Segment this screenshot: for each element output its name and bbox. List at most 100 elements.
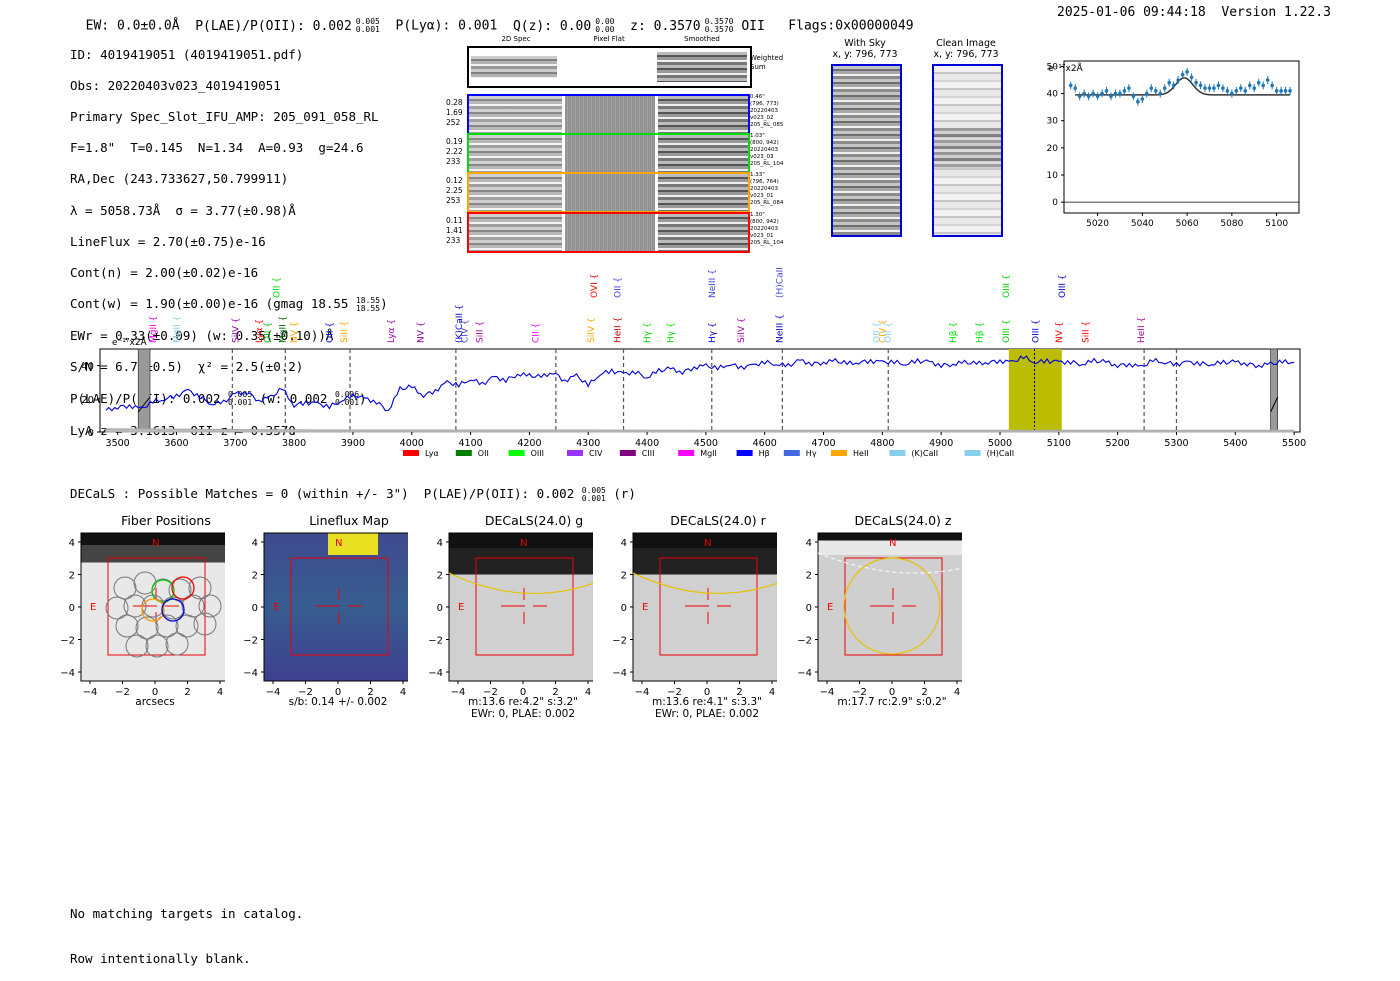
legend-label: (K)CaII: [911, 449, 938, 458]
decals-y-tick-label: 4: [621, 538, 627, 549]
line-id-label: OIII {: [1002, 274, 1012, 298]
decals-y-tick-label: −2: [612, 636, 627, 647]
zoom-data-point: [1274, 89, 1279, 93]
zoom-data-point: [1104, 89, 1109, 93]
decals-x-tick-label: −4: [266, 687, 281, 698]
line-id-label: OII {: [614, 277, 624, 298]
cutout-2d-spec: [469, 135, 562, 172]
decals-x-tick-label: 4: [217, 687, 223, 698]
full-x-tick-label: 3900: [341, 438, 365, 449]
full-x-tick-label: 5300: [1164, 438, 1188, 449]
info-id: ID: 4019419051 (4019419051.pdf): [70, 46, 304, 62]
zoom-data-point: [1288, 89, 1292, 93]
decals-panel-title: Lineflux Map: [309, 513, 389, 528]
aperture-box: [659, 557, 758, 656]
cutout-row: [467, 133, 750, 174]
line-id-label: SiII {: [475, 321, 485, 343]
zoom-data-point: [1239, 86, 1243, 90]
decals-x-tick-label: 4: [585, 687, 591, 698]
info-sn: S/N = 6.7(±0.5) χ² = 2.5(±0.2): [70, 359, 304, 375]
cutout-smoothed: [658, 135, 748, 172]
legend-swatch: [889, 450, 906, 456]
header-summary: EW: 0.0±0.0Å P(LAE)/P(OII): 0.002 0.005 0.…: [70, 3, 914, 34]
full-x-ticks: 3500 3600 3700 3800 3900 4000 4100 4200 4300 4400…: [106, 432, 1306, 449]
decals-y-tick-label: −4: [612, 668, 627, 679]
decals-caption: m:13.6 re:4.1" s:3.3" EWr: 0, PLAE: 0.002: [652, 696, 762, 720]
line-id-label: NeIII {: [708, 269, 718, 298]
zoom-data-point: [1180, 72, 1185, 77]
line-id-label: Hγ {: [667, 322, 677, 343]
legend-label: OIII: [531, 449, 544, 458]
decals-panel: N E 4 2 0 −2 −4 −4 −2 0 2 4: [797, 532, 962, 698]
zoom-data-point: [1171, 83, 1176, 88]
footer-line-1: No matching targets in catalog.: [70, 906, 304, 921]
galaxy-circle: [843, 557, 941, 655]
zoom-data-point: [1212, 86, 1216, 90]
line-id-label: (K)CaII {: [455, 304, 465, 343]
decals-x-tick-label: −2: [483, 687, 498, 698]
east-label: E: [273, 602, 279, 613]
full-x-tick-label: 3700: [223, 438, 247, 449]
decals-y-tick-label: −2: [797, 636, 812, 647]
zoom-data-point: [1140, 97, 1145, 101]
aperture-box: [290, 557, 389, 656]
cutout-smoothed: [658, 214, 748, 251]
weighted-smooth-strip: [657, 52, 747, 82]
zoom-y-tick-label: 50: [1047, 62, 1059, 72]
zoom-y-tick-label: 10: [1047, 171, 1059, 181]
decals-y-tick-label: −2: [428, 636, 443, 647]
line-id-labels: MgII {MgII {SiIV {Lyα {OII {MgII {OII {N…: [149, 268, 1147, 343]
cutout-pixel-flat: [565, 96, 655, 133]
line-id-label: HeII {: [614, 317, 624, 343]
line-highlight-band: [1008, 349, 1062, 432]
decals-y-tick-label: −2: [60, 636, 75, 647]
east-label: E: [827, 602, 833, 613]
decals-x-tick-label: −2: [115, 687, 130, 698]
cutout-row: [467, 172, 750, 213]
zoom-data-point: [1145, 91, 1149, 96]
zoom-data-point: [1100, 91, 1104, 96]
info-lineflux: LineFlux = 2.70(±0.75)e-16: [70, 233, 266, 249]
decals-x-tick-label: −4: [451, 687, 466, 698]
full-x-tick-label: 4700: [811, 438, 835, 449]
zoom-data-points: [1068, 67, 1292, 106]
cutout-2d-spec: [469, 214, 562, 251]
legend-swatch: [783, 450, 800, 456]
cutout-row-note: 1.30" (800, 942) 20220403 v023_01 205_RL_104: [750, 212, 784, 246]
line-id-label: SiIV {: [231, 317, 241, 343]
zoom-data-point: [1118, 91, 1122, 96]
decals-x-tick-label: 2: [367, 687, 373, 698]
zoom-data-point: [1189, 75, 1194, 80]
info-contn: Cont(n) = 2.00(±0.02)e-16: [70, 264, 259, 280]
decals-x-tick-label: 2: [552, 687, 558, 698]
fiber-green: [151, 579, 175, 603]
line-id-label: OIII {: [1002, 319, 1012, 343]
header-ew: EW: 0.0±0.0Å: [85, 18, 180, 34]
zoom-data-point: [1086, 94, 1091, 99]
header-timestamp-version: 2025-01-06 09:44:18 Version 1.22.3: [1057, 5, 1331, 20]
object-spectrum: [105, 355, 1295, 412]
zoom-data-point: [1279, 89, 1283, 93]
fiber-circle: [123, 594, 147, 618]
line-id-label: CII {: [531, 323, 541, 343]
info-contw: Cont(w) = 1.90(±0.00)e-16 (gmag 18.55 18…: [70, 295, 388, 313]
header-version: Version 1.22.3: [1221, 5, 1331, 20]
line-id-label: Lyα {: [387, 319, 397, 343]
legend-swatch: [736, 450, 753, 456]
zoom-unit-label: e⁻¹⁷x2Å: [1048, 62, 1084, 74]
cutout-pixel-flat: [565, 174, 655, 211]
info-params: F=1.8" T=0.145 N=1.34 A=0.93 g=24.6: [70, 140, 364, 156]
decals-image: [449, 533, 593, 681]
legend-label: (H)CaII: [987, 449, 1014, 458]
north-label: N: [335, 538, 342, 549]
legend-label: Hγ: [806, 449, 817, 458]
highlight-band: [1008, 349, 1062, 432]
zoom-data-point: [1162, 86, 1167, 90]
fiber-red: [171, 576, 195, 600]
full-x-tick-label: 5100: [1047, 438, 1071, 449]
zoom-x-tick-label: 5020: [1086, 219, 1109, 229]
decals-caption: s/b: 0.14 +/- 0.002: [288, 696, 388, 708]
legend-swatch: [964, 450, 981, 456]
fiber-circle: [175, 614, 199, 638]
cutout-row-note: 1.03" (800, 942) 20220403 v023_03 205_RL_104: [750, 133, 784, 167]
